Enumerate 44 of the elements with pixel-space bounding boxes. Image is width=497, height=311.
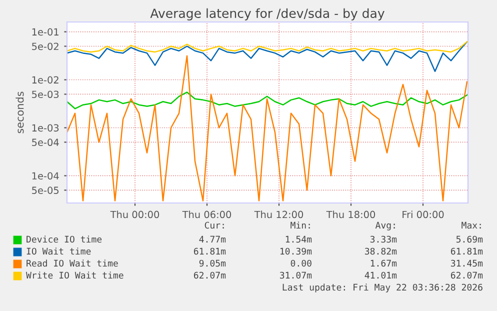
text: 9.05m (199, 260, 226, 267)
text: Min: (290, 222, 310, 229)
text: 61.81m (194, 248, 226, 255)
x-tick-label: Fri 00:00 (402, 210, 444, 218)
chart-title: Average latency for /dev/sda - by day (150, 8, 384, 20)
y-axis-title: seconds (16, 92, 24, 134)
y-tick-label: 5e-02 (32, 42, 58, 50)
text: 61.81m (450, 248, 483, 255)
text: 5.69m (456, 236, 483, 243)
text: Avg: (375, 222, 395, 230)
text: 41.01m (364, 272, 397, 279)
legend-label: Read IO Wait time (26, 260, 118, 267)
legend-label: Write IO Wait time (26, 272, 124, 279)
text: 31.45m (450, 260, 483, 267)
y-tick-label: 5e-05 (32, 186, 59, 194)
y-tick-label: 1e-01 (32, 28, 58, 36)
line-series (67, 41, 468, 72)
line-series (67, 41, 468, 53)
text: 62.07m (450, 272, 483, 279)
text: 62.07m (194, 272, 226, 279)
y-tick-label: 5e-03 (32, 90, 59, 98)
text: 0.00 (290, 260, 312, 267)
text: Max: (462, 222, 481, 229)
y-tick-label: 1e-03 (32, 124, 59, 132)
y-tick-label: 1e-04 (32, 172, 59, 180)
text: Cur: (204, 222, 224, 229)
line-series (67, 55, 468, 202)
text: 1.67m (370, 260, 397, 267)
y-tick-label: 1e-02 (32, 76, 58, 84)
legend-label: IO Wait time (26, 248, 91, 255)
text: 1.54m (286, 236, 312, 243)
x-tick-label: Thu 06:00 (182, 210, 232, 218)
text: 3.33m (370, 236, 397, 243)
x-tick-label: Thu 18:00 (326, 210, 376, 218)
text: 4.77m (199, 236, 226, 243)
text: 10.39m (280, 248, 312, 255)
line-series (67, 92, 468, 110)
legend-label: Device IO time (26, 236, 102, 243)
text: 38.82m (364, 248, 397, 255)
y-tick-label: 5e-04 (32, 138, 59, 146)
x-tick-label: Thu 00:00 (110, 210, 160, 218)
text: Last update: Fri May 22 03:36:28 2026 (282, 284, 482, 292)
x-tick-label: Thu 12:00 (254, 210, 304, 218)
text: 31.07m (280, 272, 312, 279)
